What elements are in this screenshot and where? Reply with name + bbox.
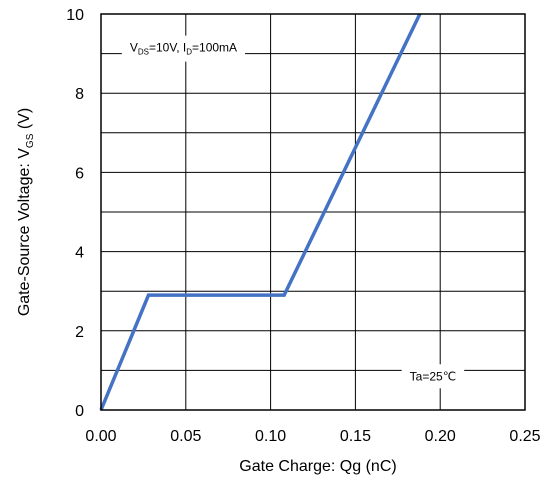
x-tick-label-3: 0.15 xyxy=(340,428,371,445)
annotation-temperature-text: Ta=25℃ xyxy=(410,369,457,383)
y-tick-label-0: 0 xyxy=(75,403,84,420)
series-layer xyxy=(99,13,422,411)
x-tick-label-0: 0.00 xyxy=(85,428,116,445)
annotation-conditions-part-4: =100mA xyxy=(192,41,237,55)
annotation-conditions-part-1: DS xyxy=(138,48,149,57)
tick-layer: 0.00 0.05 0.10 0.15 0.20 0.25 0 2 4 6 8 10 xyxy=(66,7,540,445)
y-axis-label-subscript: GS xyxy=(25,133,36,148)
x-tick-label-5: 0.25 xyxy=(509,428,540,445)
y-axis-label: Gate-Source Voltage: VGS (V) xyxy=(16,108,36,316)
series-line-0 xyxy=(99,13,422,411)
annotation-temperature-background xyxy=(401,364,465,389)
plot-frame xyxy=(100,13,526,411)
x-axis-label: Gate Charge: Qg (nC) xyxy=(239,458,396,475)
annotation-temperature-part-0: Ta=25℃ xyxy=(410,369,457,383)
annotation-conditions-background xyxy=(121,35,246,62)
annotation-temperature: Ta=25℃ xyxy=(401,364,465,389)
y-axis-label-main: Gate-Source Voltage: V xyxy=(16,148,33,316)
y-tick-label-1: 2 xyxy=(75,324,84,341)
y-tick-label-4: 8 xyxy=(75,86,84,103)
annotation-conditions-text: VDS=10V, ID=100mA xyxy=(130,41,237,57)
x-tick-label-2: 0.10 xyxy=(255,428,286,445)
annotation-layer: VDS=10V, ID=100mA Ta=25℃ xyxy=(121,35,465,389)
annotation-conditions-part-3: D xyxy=(186,48,192,57)
annotation-conditions-part-2: =10V, I xyxy=(149,41,186,55)
annotation-conditions-part-0: V xyxy=(130,41,138,55)
x-tick-label-1: 0.05 xyxy=(170,428,201,445)
y-axis-label-suffix: (V) xyxy=(16,108,33,134)
y-tick-label-5: 10 xyxy=(66,7,84,24)
y-tick-label-3: 6 xyxy=(75,165,84,182)
y-tick-label-2: 4 xyxy=(75,245,84,262)
grid-layer xyxy=(101,14,525,410)
annotation-conditions: VDS=10V, ID=100mA xyxy=(121,35,246,62)
x-tick-label-4: 0.20 xyxy=(425,428,456,445)
